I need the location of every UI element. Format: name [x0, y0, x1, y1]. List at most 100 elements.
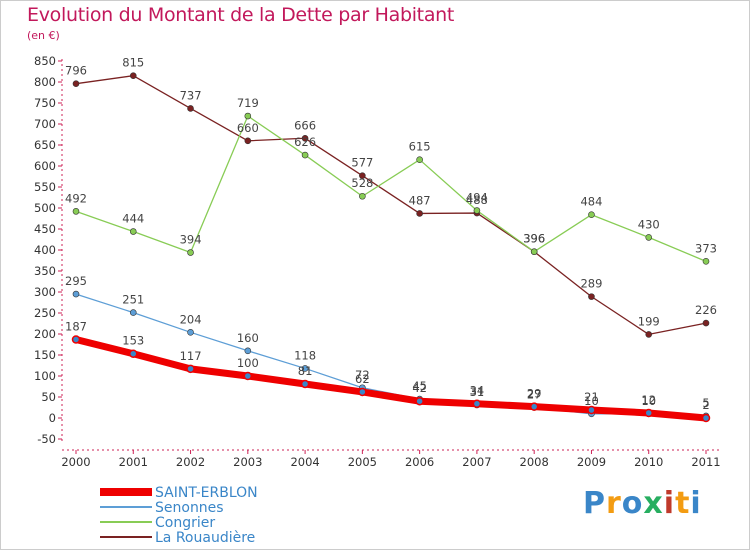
logo-letter: i: [663, 486, 676, 521]
legend-swatch: [100, 488, 152, 496]
data-label: 430: [638, 217, 660, 231]
data-label: 494: [466, 191, 488, 205]
data-label: 117: [180, 349, 202, 363]
data-label: 12: [641, 393, 656, 407]
y-tick-label: 300: [34, 285, 56, 299]
legend-label: Senonnes: [155, 500, 224, 516]
data-label: 444: [122, 212, 144, 226]
data-label: 289: [580, 277, 602, 291]
data-point: [702, 319, 710, 327]
data-point: [129, 72, 137, 79]
data-label: 45: [412, 379, 427, 393]
data-label: 118: [294, 348, 316, 362]
data-point: [301, 151, 309, 159]
legend-swatch: [100, 521, 152, 523]
data-label: 10: [584, 394, 599, 408]
series-line-saint-erblon: [72, 335, 710, 422]
data-label: 394: [180, 233, 202, 247]
y-tick-label: 700: [34, 117, 56, 131]
data-label: 81: [298, 364, 313, 378]
chart-subtitle: (en €): [27, 29, 60, 42]
data-label: 100: [237, 356, 259, 370]
series-line-congrier: [75, 115, 707, 262]
data-label: 153: [122, 334, 144, 348]
legend-label: SAINT-ERBLON: [155, 485, 258, 501]
data-label: 488: [466, 193, 488, 207]
data-label: 160: [237, 331, 259, 345]
data-point: [187, 329, 194, 336]
x-tick-label: 2000: [61, 455, 90, 469]
data-label: 27: [527, 388, 542, 402]
y-tick-label: 350: [34, 264, 56, 278]
y-tick-label: 800: [34, 75, 56, 89]
legend-swatch: [100, 506, 152, 508]
data-label: 42: [412, 381, 427, 395]
y-tick-label: 450: [34, 222, 56, 236]
logo-letter: r: [606, 486, 622, 521]
legend-label: Congrier: [155, 515, 215, 531]
data-label: 492: [65, 191, 87, 205]
data-label: 187: [65, 319, 87, 333]
data-label: 5: [702, 396, 709, 410]
data-label: 373: [695, 241, 717, 255]
data-point: [244, 347, 252, 355]
data-point: [415, 396, 424, 406]
data-point: [473, 207, 481, 214]
x-tick-label: 2008: [520, 455, 549, 469]
x-tick-label: 2007: [462, 455, 491, 469]
data-label: 226: [695, 303, 717, 317]
data-label: 29: [527, 387, 542, 401]
y-tick-label: 100: [34, 369, 56, 383]
data-label: 31: [470, 385, 485, 399]
y-tick-label: 150: [34, 348, 56, 362]
data-point: [416, 156, 423, 163]
x-tick-label: 2011: [691, 455, 720, 469]
legend-label: La Rouaudière: [155, 530, 255, 546]
data-label: 528: [351, 176, 373, 190]
data-label: 815: [122, 56, 144, 70]
data-point: [72, 290, 80, 298]
data-point: [472, 399, 482, 408]
data-label: 396: [523, 232, 545, 246]
data-label: 487: [409, 193, 431, 207]
data-label: 796: [65, 64, 87, 78]
data-label: 10: [641, 394, 656, 408]
data-label: 666: [294, 118, 316, 132]
data-point: [186, 364, 195, 374]
logo-letter: t: [675, 486, 691, 521]
data-point: [301, 134, 309, 142]
data-point: [244, 137, 252, 145]
data-label: 251: [122, 293, 144, 307]
data-label: 719: [237, 96, 259, 110]
data-point: [530, 248, 538, 255]
x-tick-label: 2003: [233, 455, 262, 469]
x-tick-label: 2001: [119, 455, 148, 469]
data-point: [359, 192, 366, 200]
data-point: [129, 349, 138, 358]
data-point: [129, 309, 137, 316]
y-tick-label: 750: [34, 96, 56, 110]
data-label: 21: [584, 390, 599, 404]
data-point: [359, 172, 366, 179]
x-tick-label: 2006: [405, 455, 434, 469]
y-tick-label: 850: [34, 54, 56, 68]
proxiti-logo: Proxiti: [583, 486, 702, 521]
data-point: [587, 405, 596, 415]
data-point: [72, 80, 80, 87]
data-point: [588, 211, 595, 219]
x-tick-label: 2002: [176, 455, 205, 469]
data-point: [72, 208, 80, 215]
y-tick-label: 50: [41, 390, 56, 404]
data-point: [358, 387, 367, 397]
data-label: 2: [702, 398, 709, 412]
y-tick-label: 250: [34, 306, 56, 320]
y-tick-label: 600: [34, 159, 56, 173]
data-point: [645, 234, 653, 241]
data-label: 626: [294, 135, 316, 149]
data-point: [416, 210, 423, 217]
y-tick-label: 500: [34, 201, 56, 215]
y-tick-label: 0: [49, 411, 56, 425]
data-label: 615: [409, 140, 431, 154]
data-point: [71, 335, 81, 344]
